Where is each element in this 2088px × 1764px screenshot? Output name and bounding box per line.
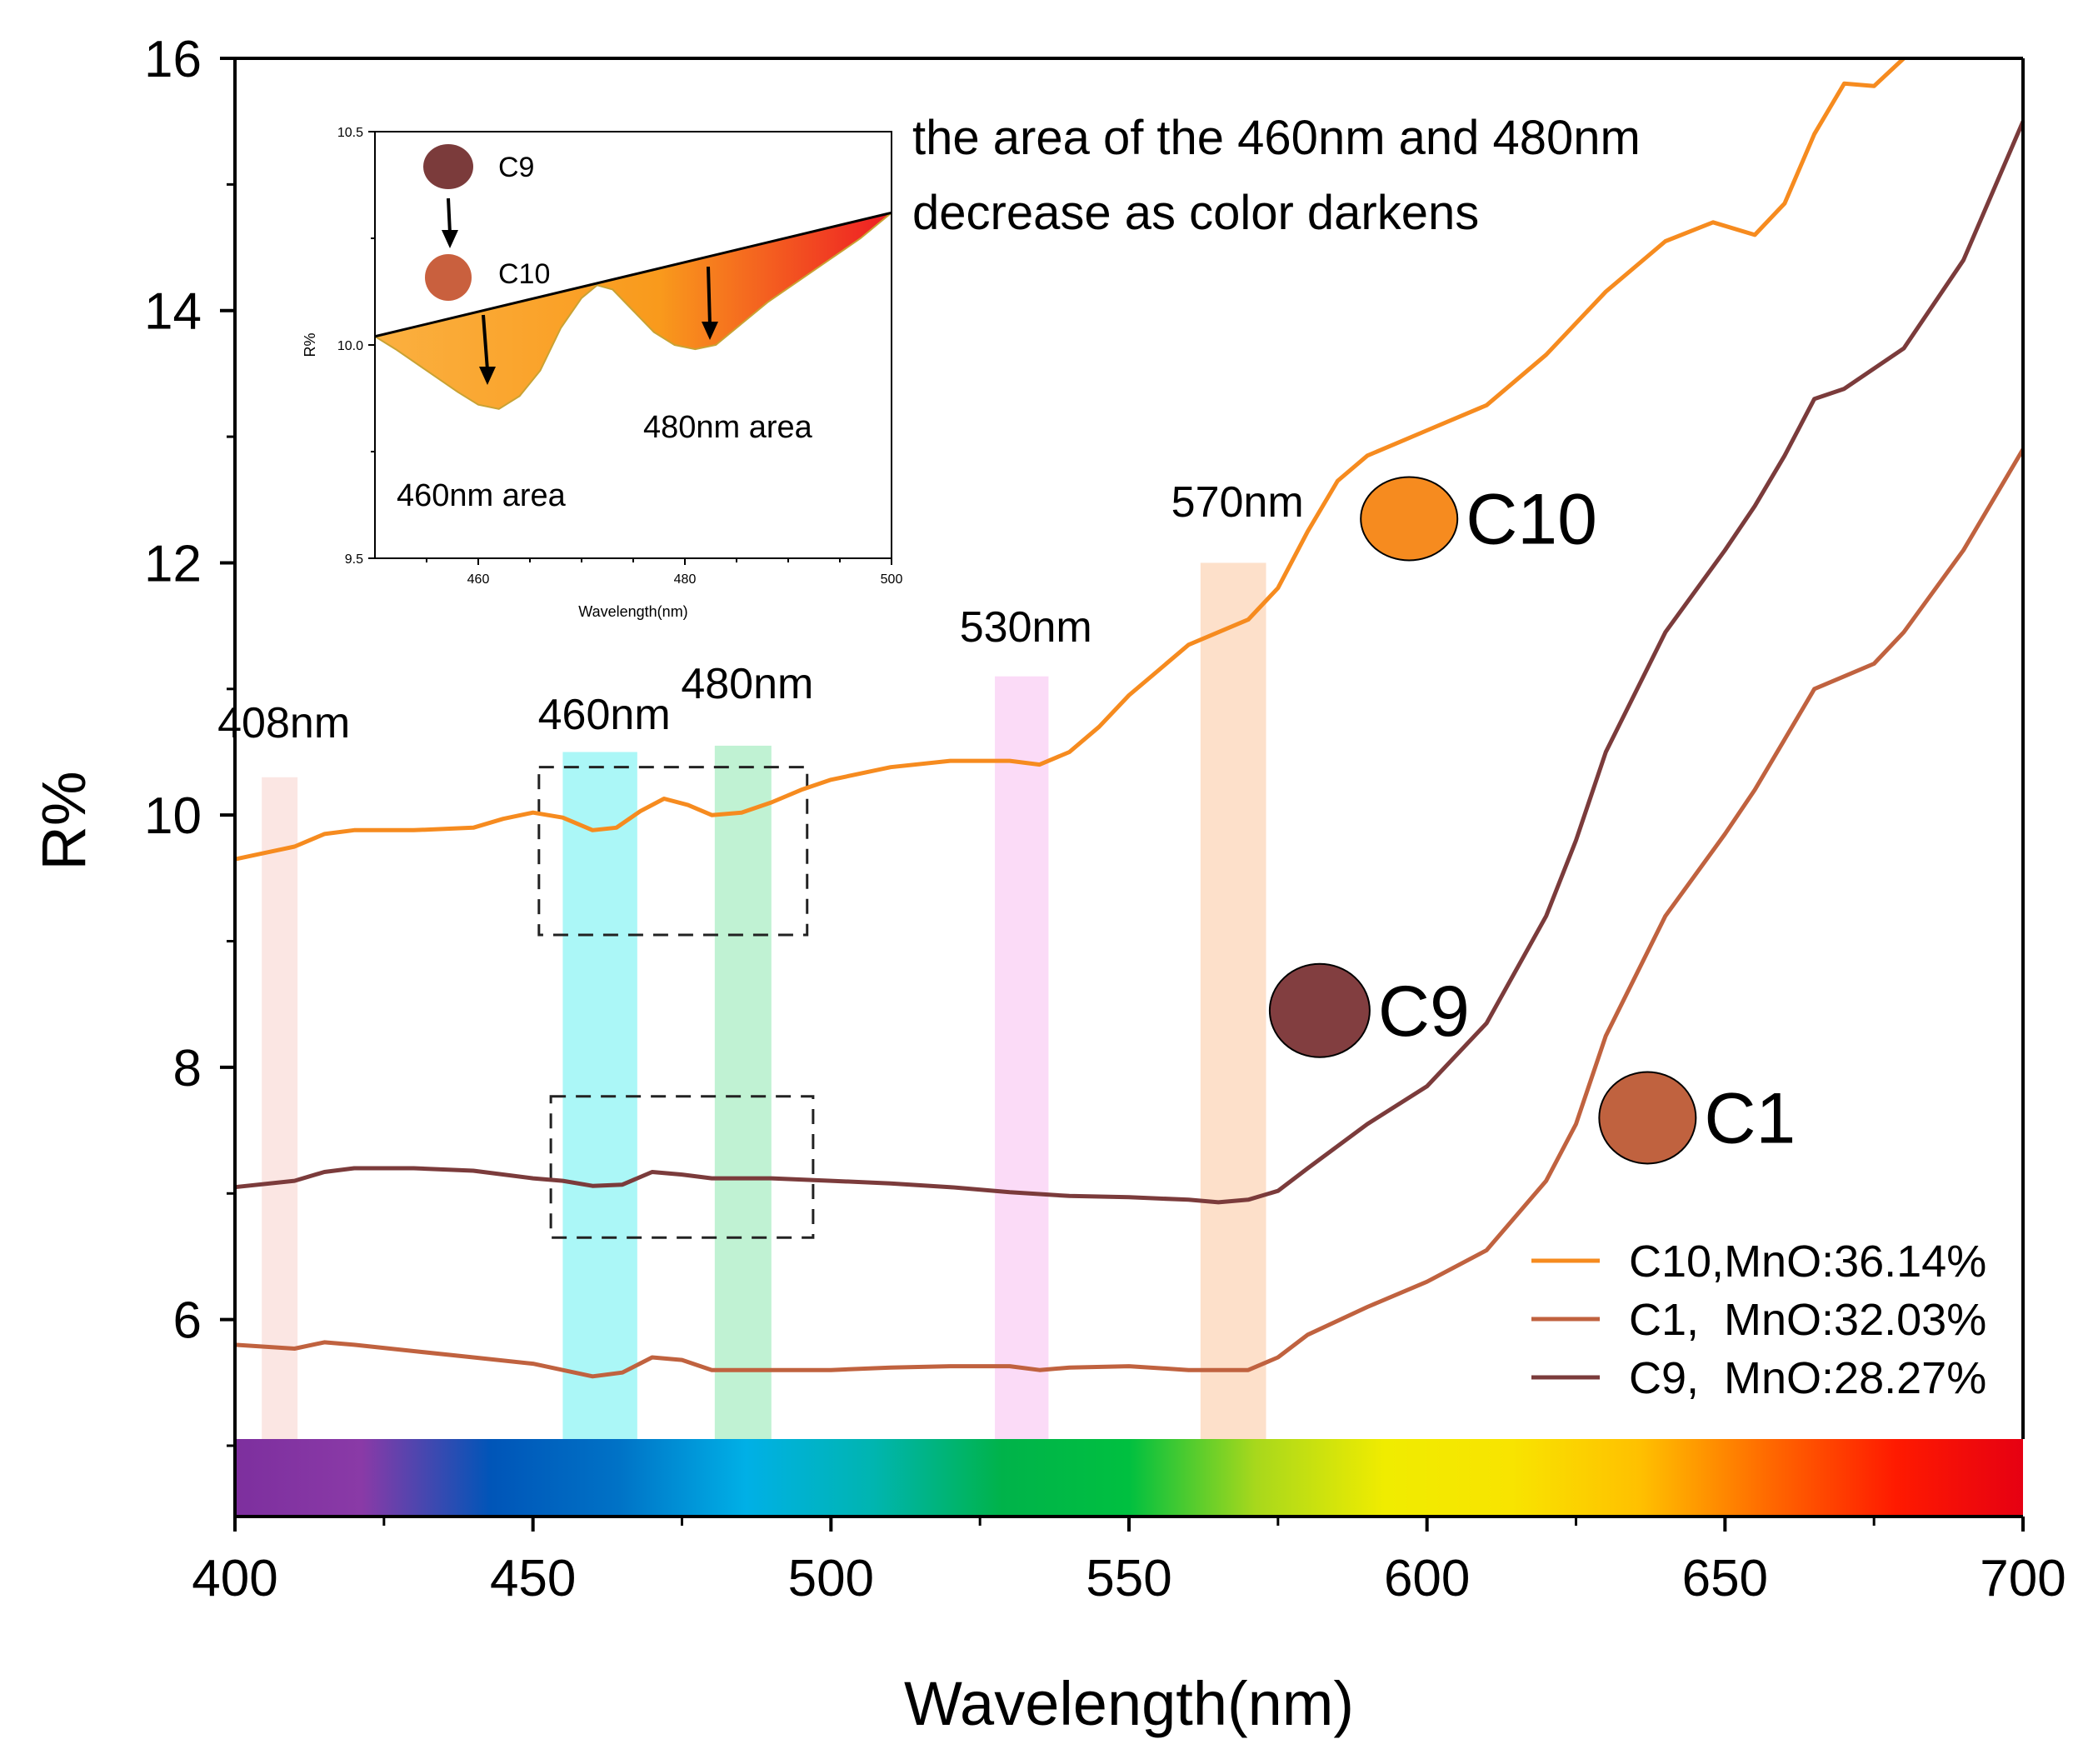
inset-baseline: [374, 211, 892, 338]
y-tick-label-14: 14: [144, 283, 202, 341]
inset-x-tick-label: 460: [467, 572, 490, 587]
series-lines: [234, 57, 2026, 1379]
inset-marker-dot-c10: [425, 254, 472, 301]
inset-arrow-480-shaft: [707, 266, 712, 326]
inset-y-tick-label: 10.0: [337, 339, 363, 353]
inset-label-460nm-area: 460nm area: [397, 478, 567, 513]
inset-marker-label-c9: C9: [498, 152, 534, 183]
x-tick-label-700: 700: [1980, 1550, 2066, 1607]
x-tick-label-500: 500: [788, 1550, 874, 1607]
y-axis-label: R%: [29, 771, 98, 870]
inset-y-axis-label: R%: [302, 332, 318, 357]
legend-label-2: C1, MnO:32.03%: [1629, 1295, 1986, 1345]
dashed-box-2: [549, 1095, 815, 1239]
inset-x-tick-label: 480: [674, 572, 697, 587]
x-tick-label-600: 600: [1384, 1550, 1470, 1607]
x-axis-label: Wavelength(nm): [904, 1669, 1354, 1738]
x-tick-label-450: 450: [490, 1550, 576, 1607]
inset-y-tick-label: 9.5: [345, 552, 363, 567]
inset-marker-label-c10: C10: [498, 258, 550, 290]
inset-arrow-c9-c10-shaft: [447, 197, 452, 234]
band-530nm: [995, 676, 1049, 1446]
x-tick-label-550: 550: [1086, 1550, 1171, 1607]
y-tick-label-8: 8: [173, 1040, 202, 1097]
legend-label-1: C10,MnO:36.14%: [1629, 1237, 1986, 1287]
series-line-2: [234, 447, 2026, 1379]
spectrum-gradient: [235, 1439, 2023, 1517]
band-570nm: [1200, 562, 1266, 1446]
main-axes: 6 8 10 12 14 16 400 450 500 550 600 650 700: [144, 31, 2066, 1607]
x-tick-label-650: 650: [1682, 1550, 1768, 1607]
dashed-box-1: [537, 766, 809, 937]
band-408nm: [262, 777, 298, 1446]
marker-label-c10: C10: [1466, 479, 1597, 559]
legend-label-3: C9, MnO:28.27%: [1629, 1353, 1986, 1403]
x-tick-label-400: 400: [192, 1550, 277, 1607]
band-460nm: [562, 752, 637, 1446]
dashed-boxes: [537, 766, 815, 1239]
inset-arrow-480-head: [702, 322, 718, 340]
inset-y-tick-label: 10.5: [337, 126, 363, 140]
band-label-408nm: 408nm: [217, 699, 350, 747]
band-label-570nm: 570nm: [1171, 478, 1304, 527]
band-label-480nm: 480nm: [681, 660, 813, 708]
inset-plot: 9.5 10.0 10.5 460 480 500 Wavelength(nm) R% C9 C1…: [302, 126, 902, 620]
y-tick-label-12: 12: [144, 535, 202, 592]
marker-label-c1: C1: [1704, 1078, 1796, 1158]
annotation-line-1: the area of the 460nm and 480nm: [912, 111, 1641, 165]
sample-markers: C10 C9 C1: [1268, 476, 1796, 1165]
inset-arrow-460-head: [479, 367, 496, 385]
band-label-460nm: 460nm: [538, 691, 671, 739]
series-line-1: [234, 57, 1906, 862]
inset-x-tick-label: 500: [881, 572, 903, 587]
series-line-3: [234, 120, 2026, 1205]
legend: C10,MnO:36.14% C1, MnO:32.03% C9, MnO:28.2…: [1531, 1237, 1986, 1403]
spectrum-bar: [235, 1439, 2023, 1517]
marker-dot-c10: [1360, 476, 1459, 562]
marker-dot-c1: [1598, 1071, 1697, 1165]
band-label-530nm: 530nm: [960, 603, 1092, 652]
inset-x-axis-label: Wavelength(nm): [578, 603, 687, 620]
inset-marker-dot-c9: [423, 144, 473, 189]
bands: [262, 562, 1266, 1446]
y-tick-label-10: 10: [144, 787, 202, 845]
inset-arrow-c9-c10-head: [442, 230, 458, 248]
inset-curve: [374, 212, 892, 410]
inset-label-480nm-area: 480nm area: [643, 410, 813, 445]
annotation-line-2: decrease as color darkens: [912, 186, 1479, 240]
marker-label-c9: C9: [1378, 972, 1470, 1052]
y-tick-label-6: 6: [173, 1292, 202, 1350]
inset-arrow-460-shaft: [482, 314, 489, 371]
marker-dot-c9: [1268, 962, 1371, 1058]
inset-area-fill: [375, 212, 892, 409]
y-tick-label-16: 16: [144, 31, 202, 88]
